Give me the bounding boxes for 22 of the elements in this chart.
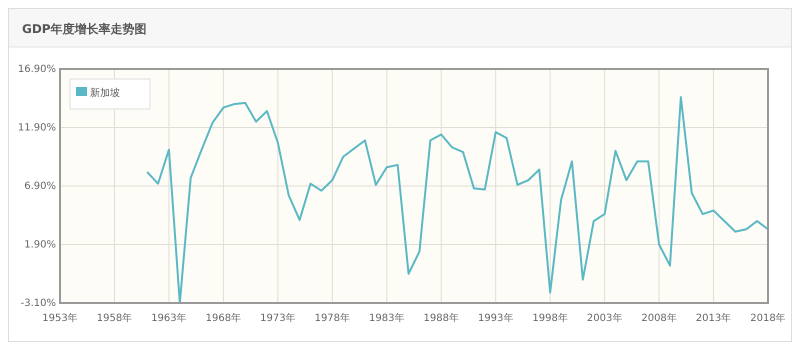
y-tick-label: -3.10% bbox=[20, 298, 56, 309]
x-tick-label: 1978年 bbox=[314, 312, 350, 324]
x-tick-label: 1983年 bbox=[369, 312, 404, 324]
x-tick-label: 1968年 bbox=[206, 312, 242, 324]
x-tick-label: 1958年 bbox=[96, 312, 132, 324]
y-tick-label: 11.90% bbox=[18, 122, 56, 134]
y-tick-label: 6.90% bbox=[24, 181, 56, 192]
x-tick-label: 2013年 bbox=[696, 312, 732, 324]
x-tick-label: 2003年 bbox=[586, 312, 622, 324]
chart-title: GDP年度增长率走势图 bbox=[22, 22, 147, 36]
x-tick-label: 2008年 bbox=[641, 312, 677, 324]
line-series bbox=[146, 96, 769, 304]
legend-label: 新加坡 bbox=[90, 87, 120, 99]
x-tick-label: 1993年 bbox=[478, 312, 514, 324]
y-tick-label: 16.90% bbox=[18, 64, 56, 75]
x-tick-label: 1988年 bbox=[424, 312, 459, 324]
x-tick-label: 1963年 bbox=[151, 312, 187, 324]
y-tick-label: 1.90% bbox=[24, 240, 56, 250]
x-tick-label: 1973年 bbox=[260, 312, 296, 324]
x-tick-label: 2018年 bbox=[750, 312, 786, 324]
x-tick-label: 1953年 bbox=[42, 312, 78, 324]
x-tick-label: 1998年 bbox=[532, 312, 568, 324]
